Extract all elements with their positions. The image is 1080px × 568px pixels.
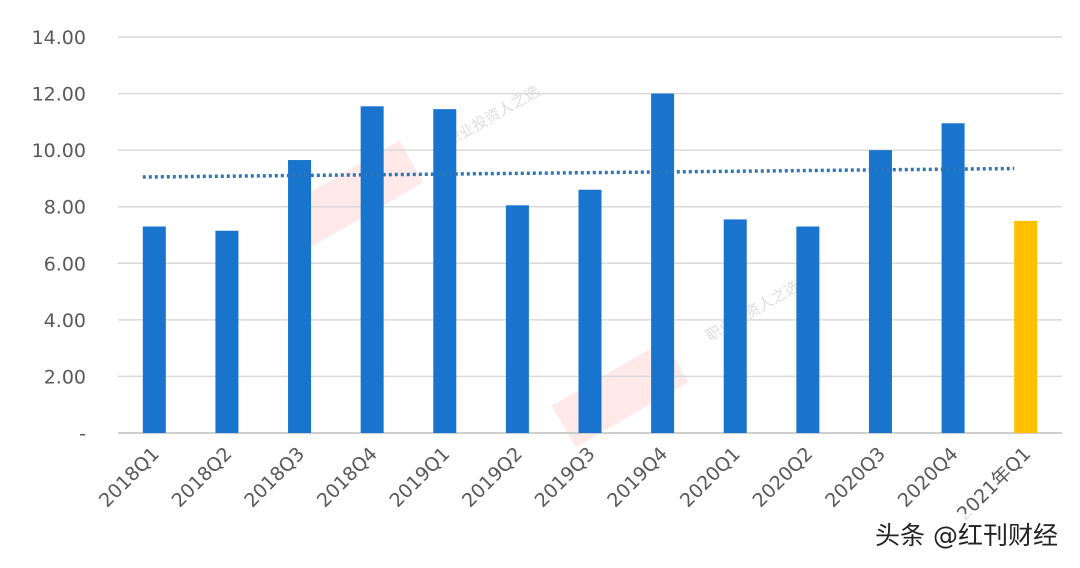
- trendline-dotted: [142, 166, 1015, 179]
- y-tick-label: 10.00: [32, 140, 86, 162]
- x-tick-label: 2021年Q1: [953, 443, 1035, 525]
- bar-2020Q1: [723, 219, 747, 433]
- y-tick-label: 4.00: [44, 310, 86, 332]
- x-tick-label: 2020Q3: [821, 443, 890, 512]
- bar-2019Q2: [505, 205, 529, 433]
- y-axis-ticks: - 2.00 4.00 6.00 8.00 10.00 12.00 14.00: [32, 27, 86, 445]
- bar-2019Q4: [651, 93, 675, 434]
- x-tick-label: 2018Q2: [168, 443, 237, 512]
- y-tick-label: 8.00: [44, 197, 86, 219]
- bar-2019Q1: [433, 109, 457, 433]
- bars: [142, 93, 1038, 434]
- bar-2018Q2: [215, 230, 239, 433]
- x-tick-label: 2018Q1: [95, 443, 164, 512]
- bar-2020Q2: [796, 226, 820, 433]
- x-tick-label: 2019Q2: [458, 443, 527, 512]
- trendline: [142, 166, 1015, 179]
- x-tick-label: 2020Q1: [676, 443, 745, 512]
- bar-2021年Q1: [1014, 220, 1038, 433]
- bar-2018Q1: [142, 226, 166, 433]
- x-tick-label: 2020Q4: [894, 443, 963, 512]
- y-tick-label: 6.00: [44, 253, 86, 275]
- x-tick-label: 2020Q2: [749, 443, 818, 512]
- x-tick-label: 2018Q3: [240, 443, 309, 512]
- bar-2019Q3: [578, 189, 602, 433]
- bar-2020Q4: [941, 123, 965, 434]
- y-tick-label: 14.00: [32, 27, 86, 49]
- x-axis-labels: 2018Q1 2018Q2 2018Q3 2018Q4 2019Q1 2019Q2 2019…: [95, 443, 1035, 525]
- bar-2020Q3: [868, 150, 892, 433]
- x-tick-label: 2018Q4: [313, 443, 382, 512]
- x-tick-label: 2019Q1: [385, 443, 454, 512]
- bar-2018Q4: [360, 106, 384, 434]
- bar-2018Q3: [288, 160, 312, 434]
- y-tick-label: 12.00: [32, 84, 86, 106]
- x-tick-label: 2019Q3: [531, 443, 600, 512]
- y-tick-label: 2.00: [44, 366, 86, 388]
- x-tick-label: 2019Q4: [603, 443, 672, 512]
- source-credit: 头条 @红刊财经: [869, 514, 1064, 554]
- y-tick-label: -: [79, 423, 86, 445]
